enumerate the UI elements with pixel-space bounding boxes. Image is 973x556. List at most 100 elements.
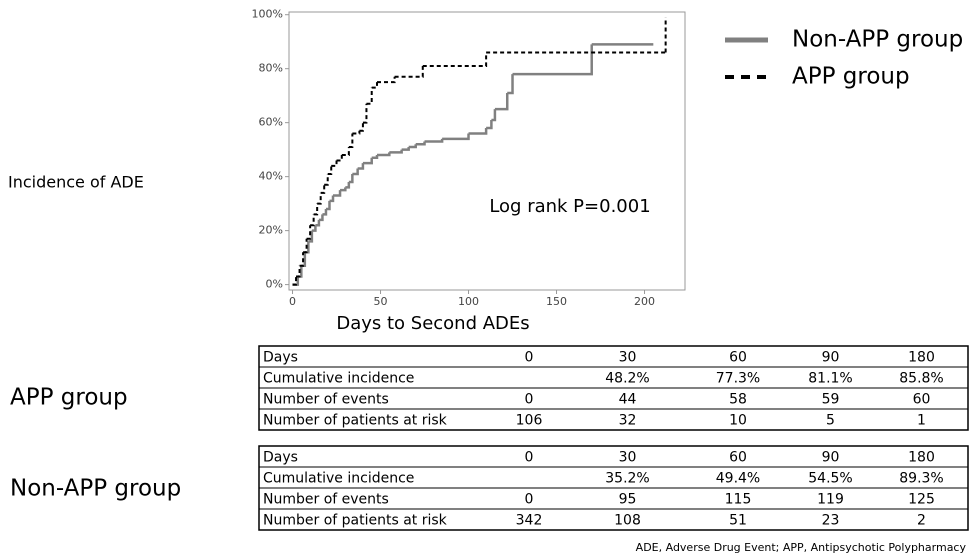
plot-frame: [288, 11, 686, 291]
step-segment: [324, 173, 329, 186]
table-cell: 180: [908, 350, 935, 366]
legend-label: Non-APP group: [792, 27, 963, 53]
table-cell: 108: [614, 513, 641, 529]
y-tick-label: 20%: [259, 224, 283, 237]
table-cell: 180: [908, 450, 935, 466]
step-segment: [377, 76, 396, 84]
step-segment: [348, 133, 354, 148]
step-segment: [329, 195, 335, 203]
step-segment: [345, 182, 351, 189]
table-cell: Days: [263, 450, 298, 466]
table-cell: Number of patients at risk: [263, 413, 448, 429]
step-segment: [317, 192, 322, 205]
step-segment: [299, 252, 305, 267]
step-segment: [371, 155, 379, 159]
step-segment: [352, 168, 359, 176]
step-segment: [401, 146, 410, 151]
step-segment: [357, 163, 365, 170]
step-segment: [486, 119, 493, 130]
step-segment: [341, 146, 350, 157]
table-cell: 0: [525, 492, 534, 508]
y-tick-label: 60%: [259, 116, 283, 129]
table-cell: 115: [725, 492, 752, 508]
step-segment: [389, 149, 403, 154]
table-cell: 23: [822, 513, 840, 529]
table-cell: 0: [525, 350, 534, 366]
x-tick-label: 200: [634, 295, 655, 308]
table-cell: 35.2%: [605, 471, 649, 487]
step-segment: [325, 200, 331, 211]
step-segment: [348, 173, 354, 184]
table-cell: 60: [729, 450, 747, 466]
step-segment: [292, 276, 298, 286]
annotation: Log rank P=0.001: [489, 196, 650, 217]
step-segment: [362, 157, 373, 165]
y-axis-label: Incidence of ADE: [8, 173, 144, 192]
table-cell: 49.4%: [716, 471, 760, 487]
step-segment: [327, 165, 333, 175]
table-cell: 77.3%: [716, 371, 760, 387]
step-segment: [408, 144, 417, 149]
step-segment: [362, 103, 368, 124]
table-cell: 54.5%: [808, 471, 852, 487]
table-cell: 58: [729, 392, 747, 408]
table-cell: 1: [917, 413, 926, 429]
step-segment: [331, 160, 338, 167]
y-tick-label: 40%: [259, 170, 283, 183]
step-segment: [377, 152, 391, 157]
step-segment: [306, 225, 312, 240]
step-segment: [315, 219, 321, 227]
table-cell: 2: [917, 513, 926, 529]
table-cell: 51: [729, 513, 747, 529]
step-segment: [468, 128, 488, 135]
step-segment: [512, 44, 593, 76]
table-cell: 89.3%: [899, 471, 943, 487]
table-cell: 90: [822, 350, 840, 366]
y-tick-label: 100%: [252, 8, 283, 21]
table-cell: 0: [525, 392, 534, 408]
step-segment: [491, 109, 497, 122]
step-segment: [442, 133, 470, 141]
group-label: APP group: [10, 385, 128, 411]
step-segment: [313, 203, 319, 216]
footnote: ADE, Adverse Drug Event; APP, Antipsycho…: [636, 541, 967, 554]
x-tick-label: 0: [289, 295, 296, 308]
y-tick-label: 0%: [266, 278, 283, 291]
legend-label: APP group: [792, 64, 910, 90]
y-tick-label: 80%: [259, 62, 283, 75]
step-segment: [296, 265, 301, 278]
table-cell: 106: [516, 413, 543, 429]
step-segment: [494, 92, 509, 111]
table-cell: 95: [619, 492, 637, 508]
step-segment: [394, 65, 424, 78]
step-segment: [371, 82, 378, 89]
table-cell: 342: [516, 513, 543, 529]
step-segment: [336, 155, 343, 162]
step-segment: [366, 87, 373, 105]
table-cell: Cumulative incidence: [263, 471, 414, 487]
step-segment: [340, 187, 347, 192]
step-segment: [333, 190, 342, 197]
table-cell: 60: [913, 392, 931, 408]
x-axis-label: Days to Second ADEs: [336, 313, 529, 334]
step-segment: [352, 130, 361, 135]
table-cell: 5: [826, 413, 835, 429]
step-segment: [507, 74, 514, 95]
table-cell: 60: [729, 350, 747, 366]
step-segment: [303, 238, 308, 254]
table-cell: 10: [729, 413, 747, 429]
x-tick-label: 100: [458, 295, 479, 308]
table-cell: 119: [817, 492, 844, 508]
table-cell: 81.1%: [808, 371, 852, 387]
step-segment: [311, 225, 317, 232]
table-cell: 32: [619, 413, 637, 429]
x-tick-label: 50: [374, 295, 388, 308]
step-segment: [422, 52, 488, 67]
table-cell: 0: [525, 450, 534, 466]
table-cell: Cumulative incidence: [263, 371, 414, 387]
table-cell: 30: [619, 350, 637, 366]
step-segment: [320, 184, 326, 194]
step-segment: [415, 141, 426, 146]
table-cell: 85.8%: [899, 371, 943, 387]
step-segment: [308, 230, 314, 243]
